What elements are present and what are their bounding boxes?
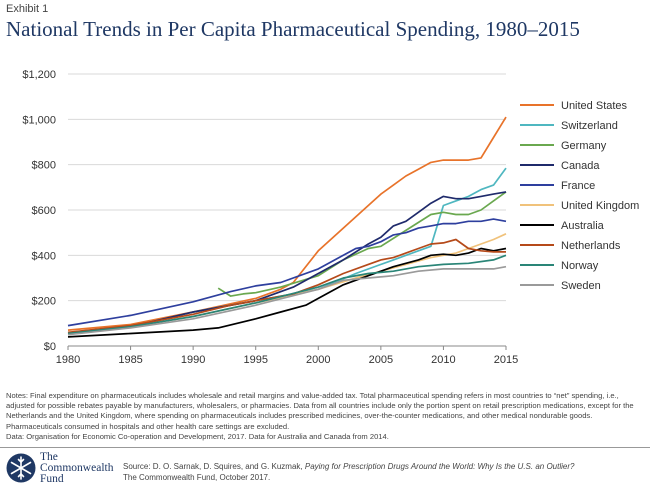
x-tick-label: 1995: [243, 354, 267, 366]
series-line-8: [67, 254, 507, 335]
brand-line-2: Commonwealth: [40, 462, 114, 474]
y-tick-label: $800: [32, 160, 56, 172]
series-layer: [67, 116, 507, 338]
y-tick-label: $400: [32, 250, 56, 262]
grid-layer: [68, 73, 506, 347]
source-publisher: The Commonwealth Fund, October 2017.: [123, 472, 271, 482]
legend-label: United Kingdom: [561, 200, 639, 212]
footer-divider: [0, 447, 650, 448]
series-line-4: [67, 218, 507, 327]
legend-label: Sweden: [561, 280, 601, 292]
legend-label: Norway: [561, 260, 599, 272]
legend-label: Netherlands: [561, 240, 621, 252]
x-tick-label: 2015: [494, 354, 518, 366]
series-line-1: [192, 167, 507, 313]
data-source-text: Data: Organisation for Economic Co-opera…: [6, 431, 389, 441]
exhibit-label: Exhibit 1: [6, 3, 49, 15]
y-tick-label: $0: [44, 341, 56, 353]
y-tick-label: $1,200: [22, 69, 56, 81]
source-citation: Source: D. O. Sarnak, D. Squires, and G.…: [123, 462, 574, 483]
legend-label: Germany: [561, 140, 607, 152]
series-line-0: [67, 116, 507, 331]
legend-label: Switzerland: [561, 120, 618, 132]
x-tick-label: 2005: [369, 354, 393, 366]
notes-text: Notes: Final expenditure on pharmaceutic…: [6, 391, 634, 431]
chart-title: National Trends in Per Capita Pharmaceut…: [6, 17, 580, 41]
axis-layer: $0 $200 $400 $600 $800 $1,000 $1,200 1980 1985 19…: [22, 69, 518, 366]
source-title: Paying for Prescription Drugs Around the…: [304, 462, 575, 471]
legend: United States Switzerland Germany Canada Fra…: [520, 100, 639, 292]
x-tick-label: 1985: [118, 354, 142, 366]
x-tick-label: 1990: [181, 354, 205, 366]
series-line-7: [67, 238, 506, 334]
brand-wordmark: The Commonwealth Fund: [40, 451, 114, 485]
brand-line-1: The: [40, 451, 58, 463]
series-line-5: [67, 233, 507, 335]
snowflake-logo-icon: [6, 453, 36, 483]
y-tick-label: $1,000: [22, 114, 56, 126]
y-tick-label: $200: [32, 296, 56, 308]
x-tick-label: 1980: [56, 354, 80, 366]
notes: Notes: Final expenditure on pharmaceutic…: [6, 391, 642, 442]
series-line-9: [67, 265, 507, 336]
line-chart: $0 $200 $400 $600 $800 $1,000 $1,200 1980 1985 19…: [22, 69, 639, 366]
brand-line-3: Fund: [40, 473, 64, 485]
x-tick-label: 2010: [431, 354, 455, 366]
x-tick-label: 2000: [306, 354, 330, 366]
series-line-2: [217, 191, 507, 297]
source-prefix: Source: D. O. Sarnak, D. Squires, and G.…: [123, 462, 305, 471]
legend-label: Australia: [561, 220, 605, 232]
legend-label: France: [561, 180, 595, 192]
legend-label: United States: [561, 100, 628, 112]
legend-label: Canada: [561, 160, 600, 172]
y-tick-label: $600: [32, 205, 56, 217]
